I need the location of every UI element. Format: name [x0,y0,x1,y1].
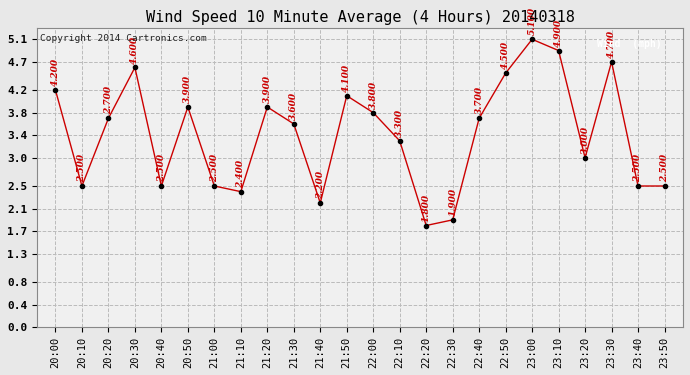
Text: 2.200: 2.200 [316,171,325,199]
Text: 2.500: 2.500 [210,154,219,182]
Text: 3.000: 3.000 [580,126,589,154]
Text: 3.700: 3.700 [475,86,484,114]
Text: 4.500: 4.500 [501,41,510,69]
Text: 2.400: 2.400 [236,160,246,188]
Text: 3.800: 3.800 [368,81,377,109]
Text: 4.200: 4.200 [51,58,60,86]
Text: 3.900: 3.900 [263,75,272,103]
Text: 3.900: 3.900 [184,75,193,103]
Text: 2.500: 2.500 [157,154,166,182]
Text: 2.500: 2.500 [660,154,669,182]
Text: 4.900: 4.900 [554,18,563,46]
Text: 4.700: 4.700 [607,30,616,58]
Text: 4.100: 4.100 [342,64,351,92]
Text: Copyright 2014 Cartronics.com: Copyright 2014 Cartronics.com [40,34,207,43]
Text: 4.600: 4.600 [130,35,139,63]
Text: 1.900: 1.900 [448,188,457,216]
Text: 2.500: 2.500 [633,154,642,182]
Text: 3.300: 3.300 [395,109,404,137]
Text: 2.700: 2.700 [104,86,113,114]
Title: Wind Speed 10 Minute Average (4 Hours) 20140318: Wind Speed 10 Minute Average (4 Hours) 2… [146,10,574,26]
Text: 1.800: 1.800 [422,194,431,222]
Text: 3.600: 3.600 [289,92,298,120]
Text: 5.100: 5.100 [528,7,537,35]
Text: 2.500: 2.500 [77,154,86,182]
